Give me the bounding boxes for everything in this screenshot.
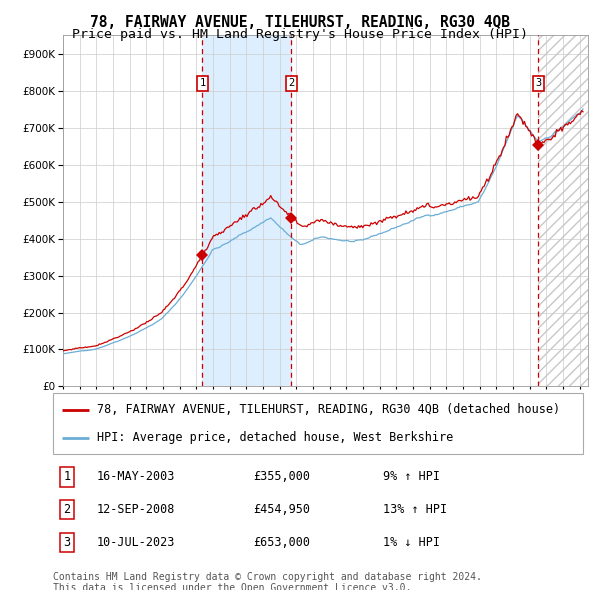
Text: Contains HM Land Registry data © Crown copyright and database right 2024.
This d: Contains HM Land Registry data © Crown c… [53, 572, 482, 590]
Text: HPI: Average price, detached house, West Berkshire: HPI: Average price, detached house, West… [97, 431, 453, 444]
Text: 1: 1 [199, 78, 206, 88]
Bar [202, 35, 292, 386]
Text: 12-SEP-2008: 12-SEP-2008 [97, 503, 175, 516]
Bar [538, 35, 588, 386]
FancyBboxPatch shape [53, 393, 583, 454]
Bar [538, 35, 588, 386]
Text: 16-MAY-2003: 16-MAY-2003 [97, 470, 175, 483]
Text: £653,000: £653,000 [253, 536, 310, 549]
Text: Price paid vs. HM Land Registry's House Price Index (HPI): Price paid vs. HM Land Registry's House … [72, 28, 528, 41]
Text: £454,950: £454,950 [253, 503, 310, 516]
Text: 2: 2 [64, 503, 70, 516]
Text: 1: 1 [64, 470, 70, 483]
Text: 2: 2 [288, 78, 295, 88]
Text: 78, FAIRWAY AVENUE, TILEHURST, READING, RG30 4QB: 78, FAIRWAY AVENUE, TILEHURST, READING, … [90, 15, 510, 30]
Text: 3: 3 [535, 78, 541, 88]
Text: £355,000: £355,000 [253, 470, 310, 483]
Text: 13% ↑ HPI: 13% ↑ HPI [383, 503, 447, 516]
Text: 10-JUL-2023: 10-JUL-2023 [97, 536, 175, 549]
Text: 78, FAIRWAY AVENUE, TILEHURST, READING, RG30 4QB (detached house): 78, FAIRWAY AVENUE, TILEHURST, READING, … [97, 403, 560, 416]
Text: 1% ↓ HPI: 1% ↓ HPI [383, 536, 440, 549]
Text: 3: 3 [64, 536, 70, 549]
Text: 9% ↑ HPI: 9% ↑ HPI [383, 470, 440, 483]
